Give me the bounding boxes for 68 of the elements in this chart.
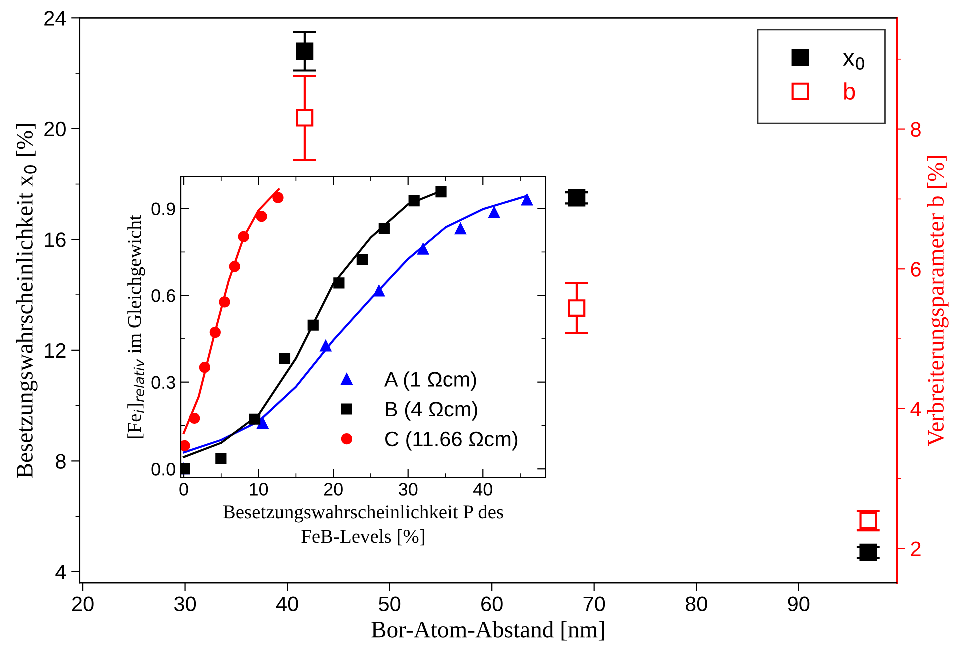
point bbox=[272, 192, 284, 204]
y-tick-label: 0.3 bbox=[152, 376, 176, 390]
y2-tick-label: 2 bbox=[911, 542, 921, 556]
legend-label: x$_{0}$ bbox=[843, 53, 864, 70]
point bbox=[219, 296, 230, 308]
point bbox=[249, 414, 261, 425]
point bbox=[374, 286, 385, 297]
y2-tick-label: 8 bbox=[911, 122, 921, 138]
point bbox=[408, 195, 420, 207]
x-tick-label: 40 bbox=[276, 596, 298, 612]
y-tick-label: 12 bbox=[45, 343, 66, 358]
point bbox=[356, 254, 368, 266]
line-series bbox=[182, 188, 280, 434]
x-tick-label: 0 bbox=[180, 483, 188, 496]
x-tick-label: 50 bbox=[379, 596, 401, 612]
y2-axis-title: Verbreiterungsparameter b [%] bbox=[927, 156, 949, 446]
point bbox=[199, 362, 211, 374]
x-tick-label: 20 bbox=[72, 596, 94, 612]
y2-tick-label: 6 bbox=[911, 262, 921, 277]
y-tick-label: 4 bbox=[56, 565, 66, 580]
point bbox=[860, 544, 878, 562]
point bbox=[320, 340, 332, 352]
x-tick-label: 70 bbox=[584, 596, 606, 612]
point bbox=[455, 224, 466, 235]
x-axis-title: Besetzungswahrscheinlichkeit P des FeB-Levels [%] bbox=[223, 505, 504, 546]
y-tick-label: 0.6 bbox=[152, 290, 176, 302]
point bbox=[436, 186, 447, 198]
y-axis-title: [Fe$_{i}$]$_{relativ}$ im Gleichgewicht bbox=[128, 215, 146, 438]
point bbox=[418, 244, 429, 255]
legend-label: C (11.66 Ωcm) bbox=[385, 431, 518, 451]
point bbox=[257, 418, 268, 429]
point bbox=[860, 512, 878, 530]
point bbox=[279, 353, 291, 364]
point bbox=[256, 211, 268, 222]
point bbox=[296, 42, 314, 60]
point bbox=[334, 278, 345, 289]
x-tick-label: 90 bbox=[788, 596, 810, 612]
x-tick-label: 20 bbox=[324, 483, 343, 496]
legend-label: B (4 Ωcm) bbox=[386, 401, 478, 421]
x-tick-label: 30 bbox=[174, 596, 196, 612]
point bbox=[216, 453, 227, 464]
legend-label: A (1 Ωcm) bbox=[384, 372, 476, 392]
point bbox=[568, 189, 586, 207]
y2-tick-label: 4 bbox=[910, 402, 922, 416]
x-tick-label: 40 bbox=[474, 483, 492, 496]
y-axis-title: Besetzungswahrscheinlichkeit x$_{0}$ [%] bbox=[16, 124, 38, 478]
y-tick-label: 0.0 bbox=[152, 463, 176, 476]
y-tick-label: 20 bbox=[44, 122, 66, 137]
x-tick-label: 80 bbox=[686, 596, 708, 612]
point bbox=[210, 327, 221, 338]
point bbox=[238, 231, 250, 242]
y-tick-label: 16 bbox=[45, 232, 66, 248]
x-tick-label: 10 bbox=[250, 483, 268, 496]
x-tick-label: 30 bbox=[399, 483, 418, 496]
point bbox=[308, 320, 319, 331]
point bbox=[296, 109, 314, 127]
x-axis-title: Bor-Atom-Abstand [nm] bbox=[372, 621, 604, 641]
point bbox=[522, 194, 533, 206]
x-tick-label: 60 bbox=[482, 596, 503, 612]
y-tick-label: 24 bbox=[44, 11, 66, 26]
point bbox=[229, 261, 240, 272]
legend-label: b bbox=[844, 82, 856, 100]
point bbox=[189, 412, 200, 424]
point bbox=[488, 207, 500, 218]
point bbox=[568, 300, 586, 317]
y-tick-label: 0.9 bbox=[152, 202, 176, 216]
y-tick-label: 8 bbox=[56, 454, 66, 469]
point bbox=[378, 223, 390, 234]
